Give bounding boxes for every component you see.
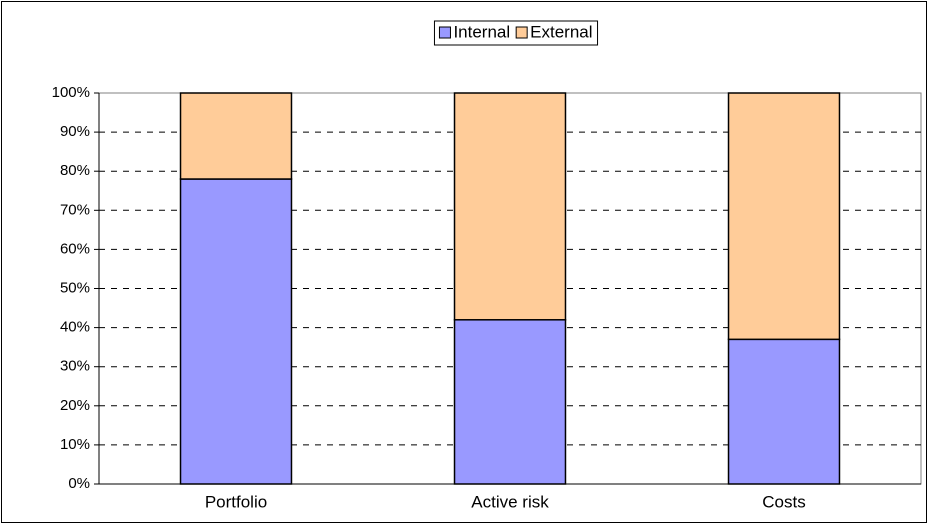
- bar-segment: [453, 319, 567, 485]
- bar-segment: [179, 178, 293, 485]
- y-tick-label: 60%: [60, 240, 90, 257]
- y-tick-label: 90%: [60, 123, 90, 140]
- y-tick-label: 40%: [60, 319, 90, 336]
- x-tick-label: Active risk: [471, 492, 549, 511]
- y-tick-label: 100%: [52, 84, 90, 101]
- x-tick-label: Costs: [762, 492, 805, 511]
- legend-swatch: [438, 26, 451, 39]
- legend-label: External: [530, 22, 592, 41]
- bar-segment: [179, 92, 293, 180]
- y-tick-label: 10%: [60, 436, 90, 453]
- y-tick-label: 30%: [60, 358, 90, 375]
- y-tick-label: 70%: [60, 201, 90, 218]
- y-tick-label: 80%: [60, 162, 90, 179]
- y-tick-label: 50%: [60, 279, 90, 296]
- legend-label: Internal: [453, 22, 510, 41]
- y-tick-label: 0%: [68, 475, 90, 492]
- legend: Internal External: [433, 20, 599, 46]
- bar-segment: [727, 92, 841, 341]
- bar-segment: [727, 338, 841, 485]
- x-tick-label: Portfolio: [205, 492, 267, 511]
- legend-swatch: [515, 26, 528, 39]
- bar-segment: [453, 92, 567, 321]
- y-tick-label: 20%: [60, 397, 90, 414]
